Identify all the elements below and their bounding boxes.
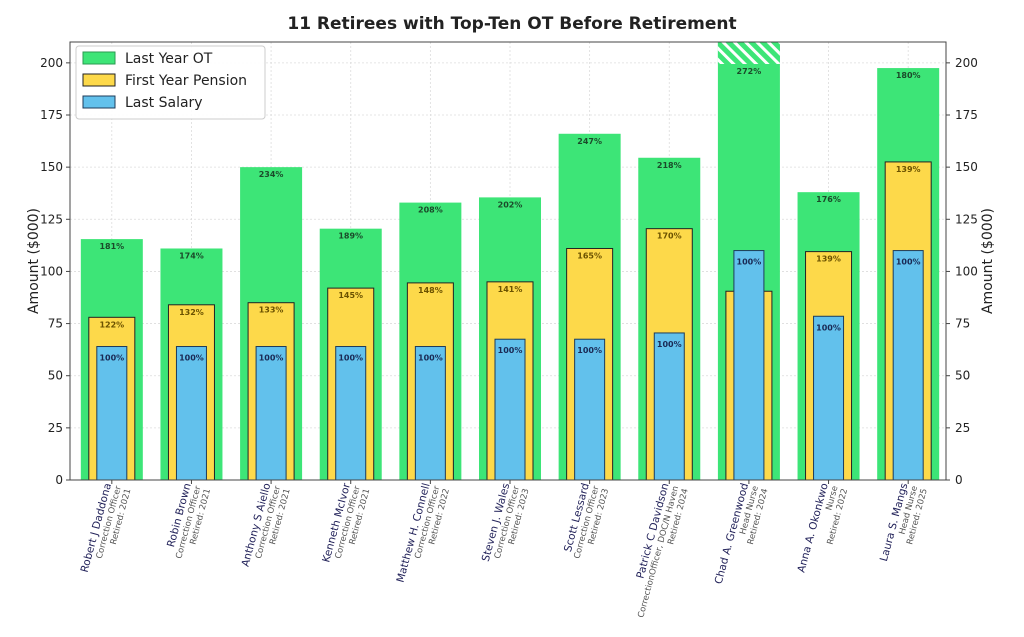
y-tick-label: 125 (40, 212, 63, 226)
y-tick-label-right: 100 (955, 264, 978, 278)
legend-label: Last Salary (125, 95, 203, 111)
pension-pct-label: 145% (338, 291, 363, 300)
salary-pct-label: 100% (99, 354, 124, 363)
salary-pct-label: 100% (577, 346, 602, 355)
salary-bar (175, 346, 207, 481)
salary-pct-label: 100% (259, 354, 284, 363)
ot-pct-label: 272% (737, 67, 762, 76)
y-tick-label-right: 125 (955, 212, 978, 226)
pension-pct-label: 122% (99, 320, 124, 329)
ot-pct-label: 208% (418, 206, 443, 215)
pension-pct-label: 132% (179, 308, 204, 317)
pension-pct-label: 139% (896, 165, 921, 174)
y-axis-label-right: Amount ($000) (980, 208, 996, 314)
y-tick-label-right: 175 (955, 108, 978, 122)
ot-pct-label: 180% (896, 71, 921, 80)
y-axis-label: Amount ($000) (26, 208, 42, 314)
ot-pct-label: 176% (816, 195, 841, 204)
ot-pct-label: 181% (99, 242, 124, 251)
legend: Last Year OT First Year Pension Last Salar… (75, 45, 266, 120)
chart-title: 11 Retirees with Top-Ten OT Before Retir… (287, 14, 737, 34)
salary-bar (813, 315, 845, 481)
plot-frame (69, 41, 947, 481)
y-tick-label-right: 25 (955, 421, 970, 435)
clip-hatch (717, 42, 780, 64)
salary-bar (653, 332, 685, 481)
ot-pct-label: 247% (577, 137, 602, 146)
salary-pct-label: 100% (498, 346, 523, 355)
salary-pct-label: 100% (657, 340, 682, 349)
pension-pct-label: 170% (657, 232, 682, 241)
y-tick-label: 100 (40, 264, 63, 278)
ot-pct-label: 174% (179, 251, 204, 260)
legend-swatch (82, 51, 116, 65)
salary-pct-label: 100% (338, 354, 363, 363)
retiree-name: Anna A. Okonkwo (795, 482, 830, 574)
pension-pct-label: 133% (259, 306, 284, 315)
y-tick-label: 50 (48, 369, 63, 383)
salary-bar (96, 346, 128, 481)
y-tick-label: 200 (40, 56, 63, 70)
ot-pct-label: 218% (657, 161, 682, 170)
salary-pct-label: 100% (179, 354, 204, 363)
y-tick-label-right: 50 (955, 369, 970, 383)
salary-pct-label: 100% (418, 354, 443, 363)
legend-label: Last Year OT (125, 51, 213, 67)
y-tick-label: 0 (55, 473, 63, 487)
pension-pct-label: 148% (418, 286, 443, 295)
salary-pct-label: 100% (896, 258, 921, 267)
pension-pct-label: 165% (577, 251, 602, 260)
y-tick-label: 150 (40, 160, 63, 174)
pension-pct-label: 141% (498, 285, 523, 294)
y-tick-label-right: 75 (955, 317, 970, 331)
axes: 0 0 25 25 50 50 75 75 100 100 125 125 150 150 175 175 20… (26, 41, 996, 487)
salary-bar (414, 346, 446, 481)
ot-pct-label: 202% (498, 200, 523, 209)
salary-bar (494, 338, 526, 481)
y-tick-label: 75 (48, 317, 63, 331)
legend-label: First Year Pension (125, 73, 247, 89)
salary-pct-label: 100% (737, 258, 762, 267)
ot-pct-label: 189% (338, 232, 363, 241)
bars: 181% 174% 234% 189% 208% 202% 247% 218% 272% 176%… (80, 42, 940, 481)
y-tick-label: 175 (40, 108, 63, 122)
salary-bar (335, 346, 367, 481)
salary-bar (255, 346, 287, 481)
y-tick-label-right: 200 (955, 56, 978, 70)
salary-bar (892, 250, 924, 481)
legend-box (75, 45, 266, 120)
y-tick-label: 25 (48, 421, 63, 435)
salary-bar (574, 338, 606, 481)
pension-pct-label: 139% (816, 255, 841, 264)
y-tick-label-right: 0 (955, 473, 963, 487)
salary-bar (733, 250, 765, 481)
ot-pct-label: 234% (259, 170, 284, 179)
legend-swatch (82, 95, 116, 109)
salary-pct-label: 100% (816, 323, 841, 332)
y-tick-label-right: 150 (955, 160, 978, 174)
legend-swatch (82, 73, 116, 87)
